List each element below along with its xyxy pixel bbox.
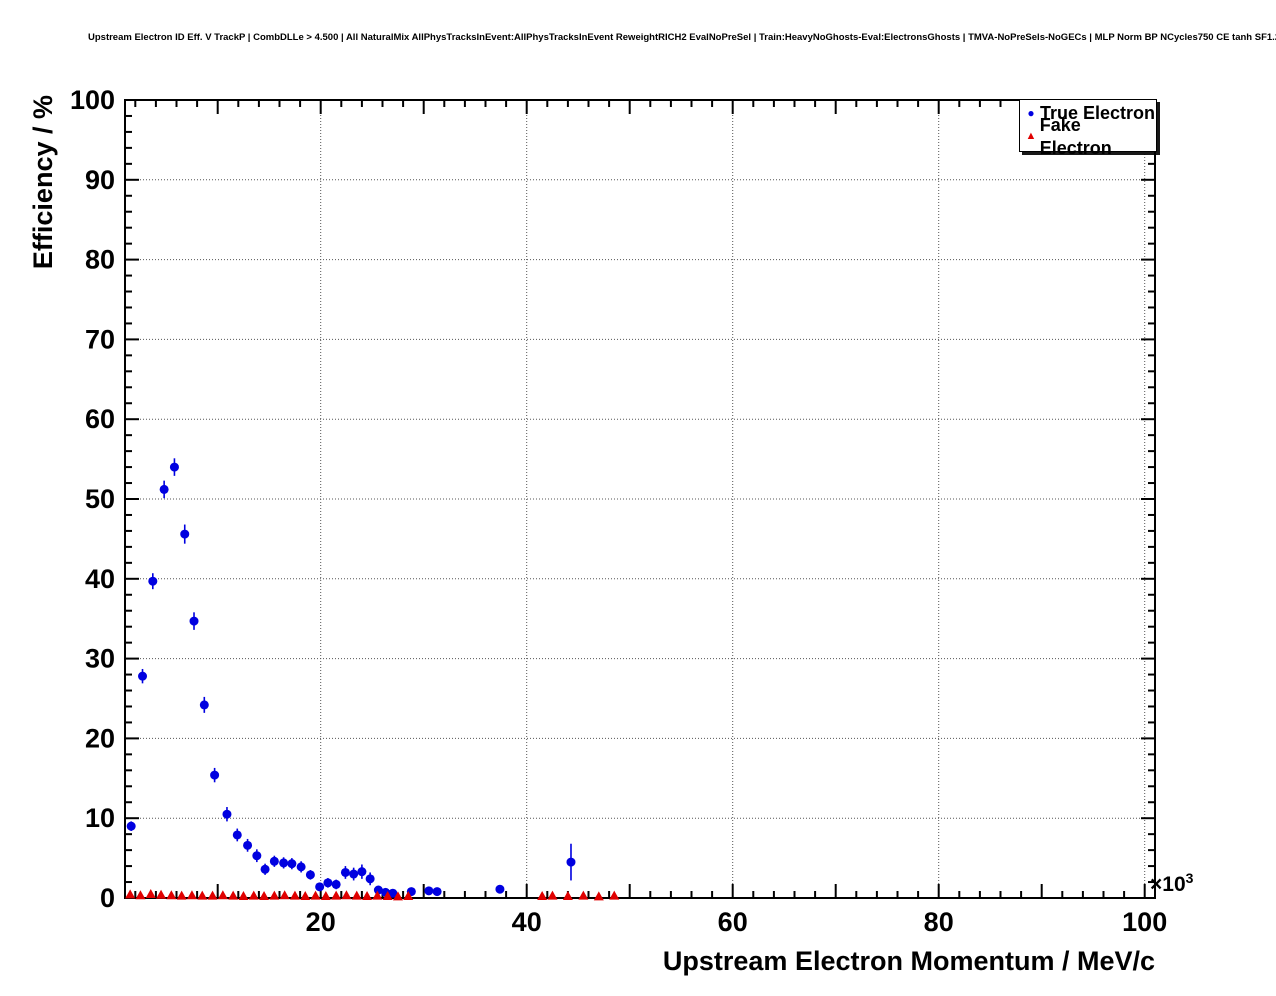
x-tick-label: 40 [512, 907, 542, 937]
data-point-fake-electron [392, 891, 403, 901]
data-point-true-electron [126, 821, 136, 831]
data-point-true-electron [210, 770, 220, 780]
plot-title: Upstream Electron ID Eff. V TrackP | Com… [88, 32, 1276, 43]
y-tick-label: 80 [85, 245, 115, 275]
data-point-true-electron [495, 884, 505, 894]
data-point-fake-electron [156, 889, 167, 899]
x-tick-label: 60 [718, 907, 748, 937]
data-point-true-electron [388, 888, 398, 898]
data-point-true-electron [331, 879, 341, 889]
data-point-fake-electron [238, 891, 249, 901]
data-point-true-electron [424, 886, 434, 896]
data-point-true-electron [357, 867, 367, 877]
data-point-fake-electron [609, 890, 620, 900]
data-point-fake-electron [228, 890, 239, 900]
data-point-fake-electron [593, 891, 604, 901]
data-point-fake-electron [310, 890, 321, 900]
data-point-fake-electron [166, 890, 177, 900]
data-point-true-electron [169, 462, 179, 472]
data-point-fake-electron [300, 891, 311, 901]
data-point-true-electron [148, 576, 158, 586]
data-point-true-electron [287, 859, 297, 869]
data-point-fake-electron [341, 890, 352, 900]
data-point-fake-electron [269, 890, 280, 900]
y-tick-label: 60 [85, 404, 115, 434]
x-tick-label: 100 [1122, 907, 1167, 937]
data-point-fake-electron [382, 891, 393, 901]
legend-label-true-electron: True Electron [1040, 103, 1156, 123]
data-point-fake-electron [351, 890, 362, 900]
data-point-fake-electron [578, 890, 589, 900]
data-point-fake-electron [403, 891, 414, 901]
data-point-fake-electron [145, 889, 156, 899]
x-tick-label: 80 [924, 907, 954, 937]
data-point-true-electron [189, 616, 199, 626]
data-point-fake-electron [176, 890, 187, 900]
data-point-true-electron [222, 809, 232, 819]
data-point-true-electron [279, 858, 289, 868]
data-point-fake-electron [331, 890, 342, 900]
data-point-true-electron [566, 857, 576, 867]
data-point-true-electron [232, 830, 242, 840]
x-tick-label: 20 [306, 907, 336, 937]
data-point-true-electron [349, 869, 359, 879]
data-point-true-electron [159, 484, 169, 494]
legend: ● True Electron ▲ Fake Electron [1019, 99, 1157, 158]
data-point-fake-electron [537, 891, 548, 901]
y-tick-label: 10 [85, 803, 115, 833]
y-tick-label: 70 [85, 324, 115, 354]
x-axis-title: Upstream Electron Momentum / MeV/c [662, 946, 1155, 976]
x-axis-multiplier-base: ×10 [1150, 873, 1186, 896]
data-point-true-electron [260, 864, 270, 874]
y-tick-label: 20 [85, 723, 115, 753]
x-axis-multiplier: ×103 [1150, 870, 1193, 897]
data-point-fake-electron [135, 890, 146, 900]
data-point-true-electron [340, 867, 350, 877]
y-axis-title: Efficiency / % [28, 95, 58, 270]
true-electron-marker-icon: ● [1027, 106, 1035, 120]
data-point-fake-electron [372, 890, 383, 900]
data-point-true-electron [373, 885, 383, 895]
data-point-fake-electron [362, 891, 373, 901]
legend-label-fake-electron: Fake Electron [1039, 114, 1112, 158]
data-point-fake-electron [197, 890, 208, 900]
data-point-true-electron [199, 700, 209, 710]
data-point-true-electron [432, 887, 442, 897]
data-point-fake-electron [259, 891, 270, 901]
data-point-true-electron [305, 870, 315, 880]
y-tick-label: 50 [85, 484, 115, 514]
data-point-true-electron [323, 878, 333, 888]
y-tick-label: 40 [85, 564, 115, 594]
data-point-fake-electron [248, 890, 259, 900]
fake-electron-marker-icon: ▲ [1025, 130, 1037, 142]
data-point-fake-electron [207, 890, 218, 900]
data-point-true-electron [269, 856, 279, 866]
data-point-true-electron [138, 671, 148, 681]
data-point-true-electron [296, 862, 306, 872]
data-point-fake-electron [279, 890, 290, 900]
data-point-true-electron [315, 882, 325, 892]
data-point-fake-electron [547, 890, 558, 900]
y-tick-label: 30 [85, 644, 115, 674]
data-point-true-electron [365, 874, 375, 884]
plot-frame [124, 99, 1156, 899]
y-tick-label: 0 [100, 883, 115, 913]
x-axis-multiplier-exponent: 3 [1185, 870, 1194, 886]
data-point-fake-electron [562, 891, 573, 901]
data-point-true-electron [243, 840, 253, 850]
legend-entry-true-electron: ● True Electron [1024, 102, 1156, 125]
y-tick-label: 100 [70, 85, 115, 115]
data-point-fake-electron [125, 889, 136, 899]
data-point-fake-electron [186, 890, 197, 900]
data-point-true-electron [180, 529, 190, 539]
legend-entry-fake-electron: ▲ Fake Electron [1024, 115, 1156, 158]
data-point-fake-electron [217, 890, 228, 900]
data-point-true-electron [252, 851, 262, 861]
data-point-fake-electron [320, 891, 331, 901]
y-tick-label: 90 [85, 165, 115, 195]
data-point-fake-electron [289, 890, 300, 900]
